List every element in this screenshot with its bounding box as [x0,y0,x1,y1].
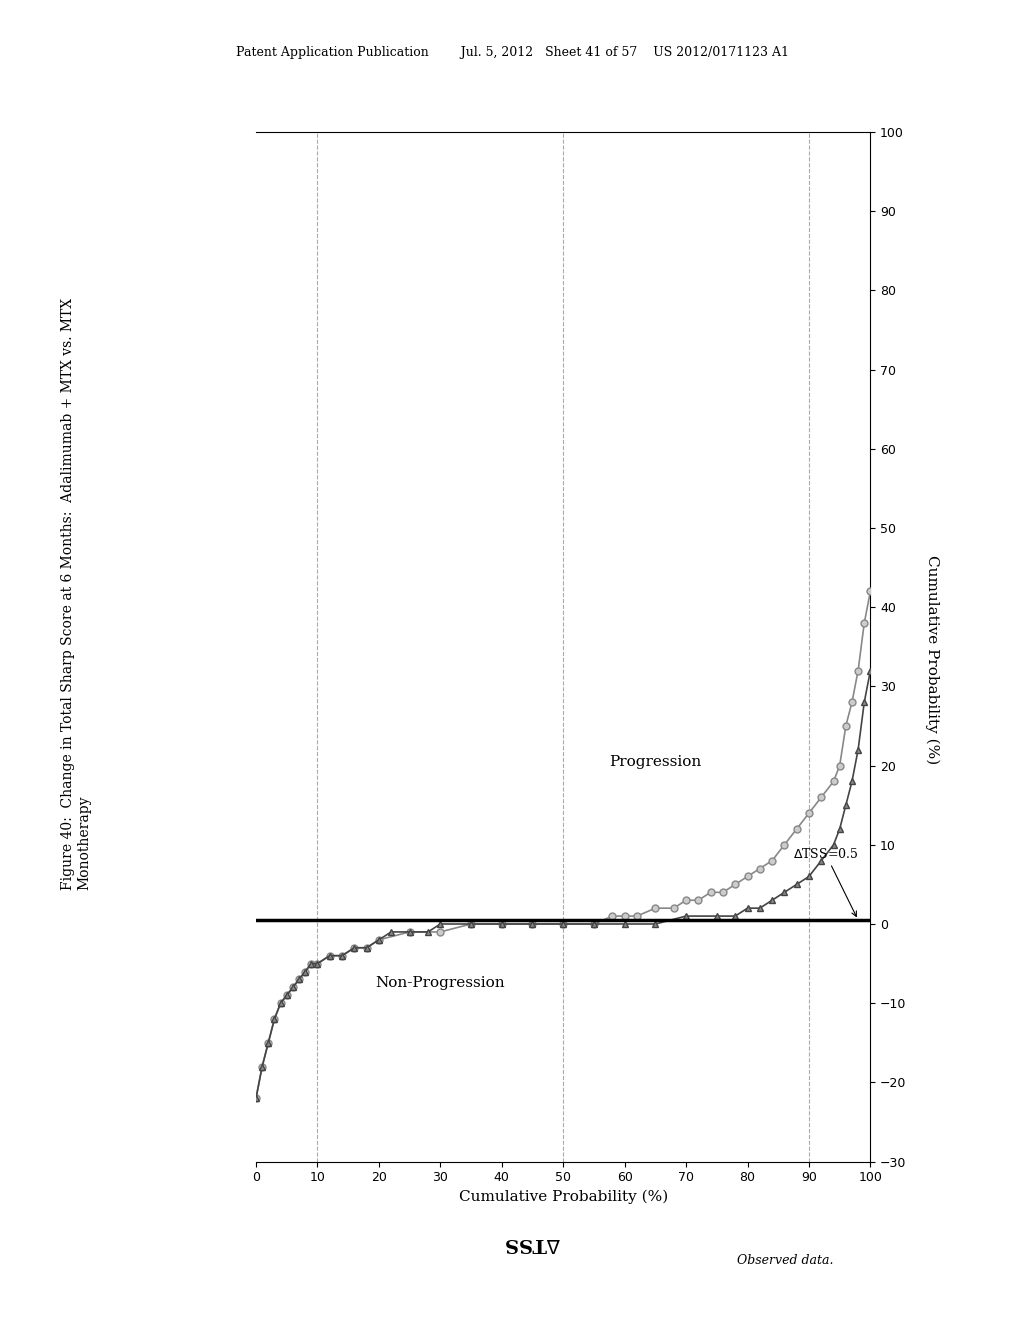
Text: $\Delta$TSS: $\Delta$TSS [504,1234,561,1253]
Text: Figure 40:  Change in Total Sharp Score at 6 Months:  Adalimumab + MTX vs. MTX
M: Figure 40: Change in Total Sharp Score a… [61,298,91,890]
Text: Non-Progression: Non-Progression [376,977,505,990]
Text: Patent Application Publication        Jul. 5, 2012   Sheet 41 of 57    US 2012/0: Patent Application Publication Jul. 5, 2… [236,46,788,59]
Text: Observed data.: Observed data. [737,1254,834,1267]
Text: Progression: Progression [609,755,701,768]
X-axis label: Cumulative Probability (%): Cumulative Probability (%) [459,1189,668,1204]
Text: Cumulative Probability (%): Cumulative Probability (%) [925,556,939,764]
Text: $\Delta$TSS=0.5: $\Delta$TSS=0.5 [793,846,858,916]
